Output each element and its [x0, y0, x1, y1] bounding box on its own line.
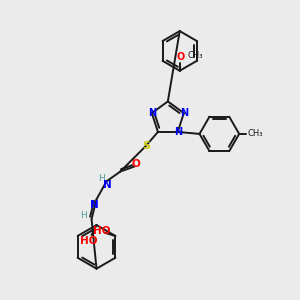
Text: HO: HO [80, 236, 97, 246]
Text: H: H [80, 211, 87, 220]
Text: HO: HO [93, 226, 110, 236]
Text: N: N [90, 200, 99, 210]
Text: O: O [132, 159, 140, 169]
Text: O: O [177, 52, 185, 62]
Text: CH₃: CH₃ [247, 129, 262, 138]
Text: H: H [98, 174, 105, 183]
Text: S: S [142, 141, 150, 151]
Text: N: N [103, 180, 112, 190]
Text: N: N [174, 127, 182, 137]
Text: N: N [180, 108, 188, 118]
Text: N: N [148, 108, 156, 118]
Text: CH₃: CH₃ [188, 51, 203, 60]
